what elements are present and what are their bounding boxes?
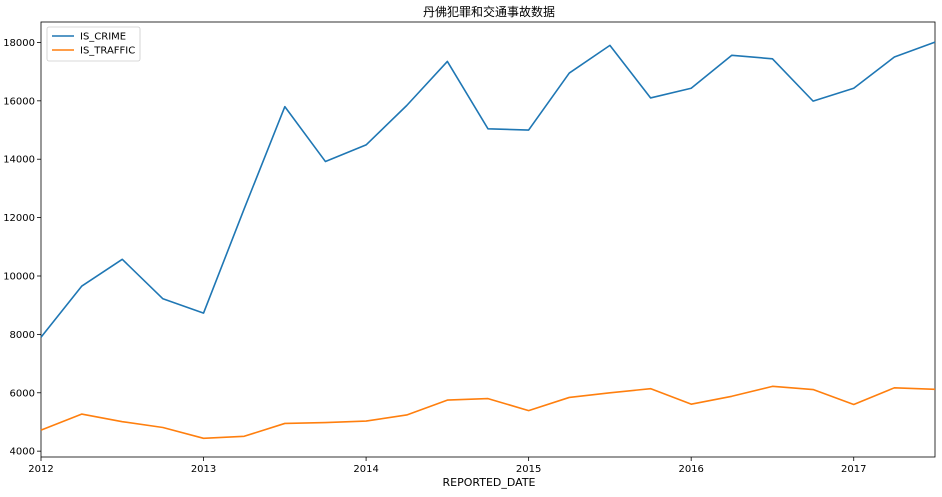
y-tick-label: 12000 bbox=[3, 213, 35, 224]
x-tick-label: 2016 bbox=[678, 464, 703, 475]
plot-frame bbox=[40, 21, 936, 458]
x-tick-label: 2013 bbox=[191, 464, 216, 475]
y-tick-label: 14000 bbox=[3, 155, 35, 166]
y-tick-label: 6000 bbox=[10, 388, 35, 399]
x-axis-label: REPORTED_DATE bbox=[443, 476, 536, 489]
plot-area: 4000 6000 8000 10000 12000 14000 16000 18000 201… bbox=[3, 21, 936, 475]
series-line-is-traffic bbox=[40, 385, 936, 440]
x-tick-label: 2017 bbox=[841, 464, 866, 475]
y-tick-label: 18000 bbox=[3, 38, 35, 49]
legend-label: IS_CRIME bbox=[80, 32, 126, 43]
x-tick-label: 2012 bbox=[28, 464, 53, 475]
chart-title: 丹佛犯罪和交通事故数据 bbox=[423, 4, 555, 19]
series-line-is-crime bbox=[40, 41, 936, 338]
x-tick-label: 2015 bbox=[516, 464, 541, 475]
x-tick-label: 2014 bbox=[353, 464, 378, 475]
y-tick-label: 4000 bbox=[10, 447, 35, 458]
y-tick-label: 16000 bbox=[3, 96, 35, 107]
y-tick-label: 10000 bbox=[3, 271, 35, 282]
y-tick-label: 8000 bbox=[10, 330, 35, 341]
legend-label: IS_TRAFFIC bbox=[80, 46, 135, 57]
legend: IS_CRIME IS_TRAFFIC bbox=[46, 26, 141, 62]
